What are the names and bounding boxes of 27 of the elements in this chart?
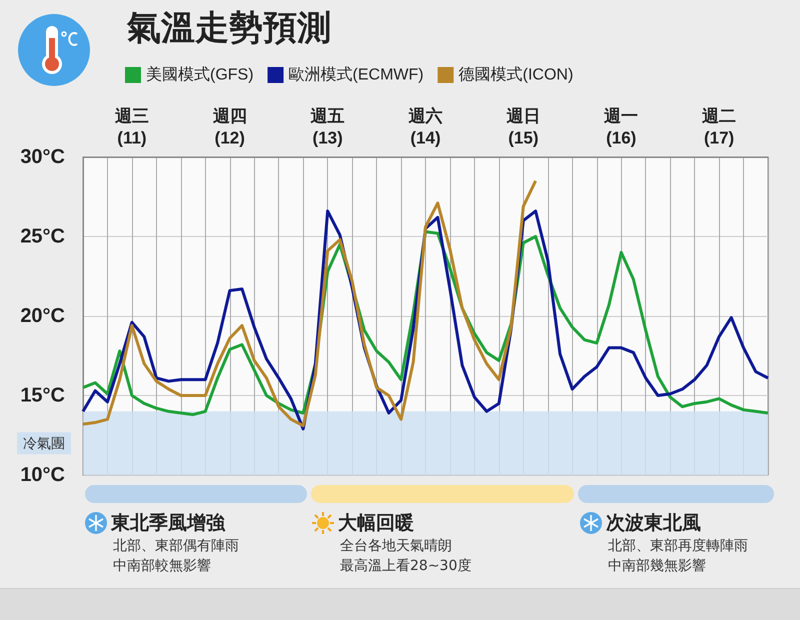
x-tick-label: 週五 (13)	[310, 106, 345, 148]
y-tick-label: 20°C	[20, 305, 65, 327]
y-tick-label: 30°C	[20, 146, 65, 168]
legend-label: 美國模式(GFS)	[146, 66, 254, 84]
x-tick-label: 週一 (16)	[603, 106, 638, 148]
text: 次波東北風	[606, 511, 701, 536]
text: 全台各地天氣晴朗	[339, 537, 453, 556]
x-tick-label: 週四 (12)	[212, 106, 247, 148]
line-series	[82, 179, 538, 428]
legend-label: 歐洲模式(ECMWF)	[288, 66, 424, 84]
chart-title: 氣溫走勢預測	[126, 9, 331, 47]
y-tick-label: 15°C	[20, 384, 65, 406]
text: 北部、東部偶有陣雨	[112, 537, 240, 556]
x-tick-label: 週日 (15)	[505, 106, 540, 148]
text: 中南部較無影響	[112, 557, 212, 576]
x-tick-label: 週二 (17)	[701, 106, 736, 148]
y-tick-label: 25°C	[20, 226, 65, 248]
band-label: 冷氣團	[23, 435, 65, 452]
x-tick-label: 週三 (11)	[114, 106, 149, 148]
text: 中南部幾無影響	[607, 557, 707, 576]
text: 最高溫上看28~30度	[339, 557, 472, 576]
text: 東北季風增強	[111, 511, 225, 536]
y-tick-label: 10°C	[20, 464, 65, 486]
text: 北部、東部再度轉陣雨	[607, 537, 749, 556]
text: 大幅回暖	[338, 511, 414, 536]
legend-label: 德國模式(ICON)	[458, 66, 574, 84]
x-tick-label: 週六 (14)	[408, 106, 442, 148]
